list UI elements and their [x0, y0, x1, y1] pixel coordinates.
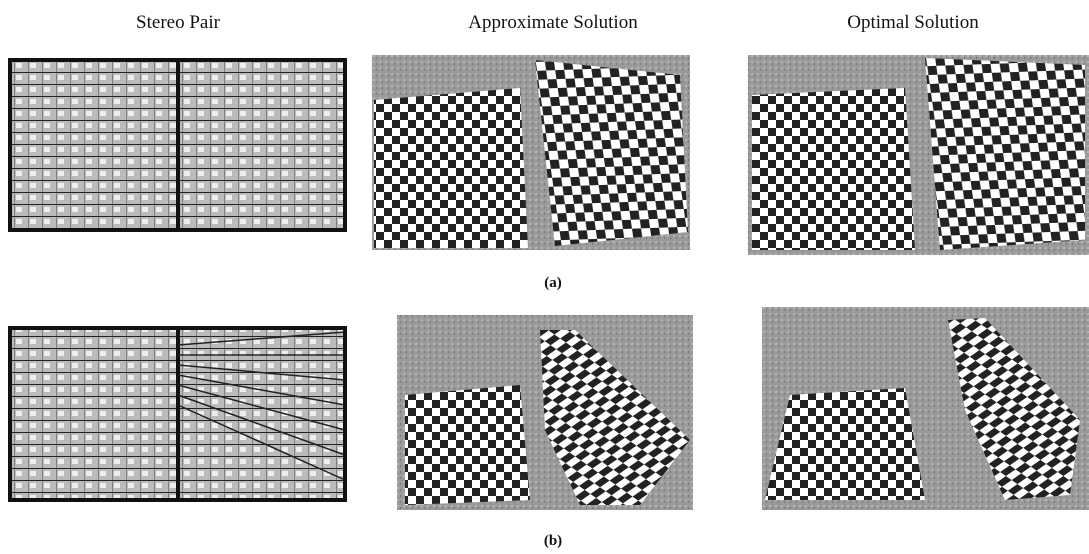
approximate-image: [372, 55, 690, 250]
stereo-pair-image: [10, 328, 345, 500]
page: Stereo Pair Approximate Solution Optimal…: [0, 0, 1089, 554]
column-header: Approximate Solution: [468, 12, 638, 33]
figure: Stereo Pair Approximate Solution Optimal…: [0, 0, 1089, 554]
column-header: Stereo Pair: [136, 12, 221, 33]
stereo-pair-image: [10, 60, 345, 230]
panel-label: (a): [544, 275, 562, 291]
optimal-image: [748, 55, 1089, 255]
approximate-image: [397, 315, 693, 510]
column-header: Optimal Solution: [847, 12, 979, 33]
optimal-image: [762, 307, 1089, 510]
panel-label: (b): [544, 533, 562, 549]
